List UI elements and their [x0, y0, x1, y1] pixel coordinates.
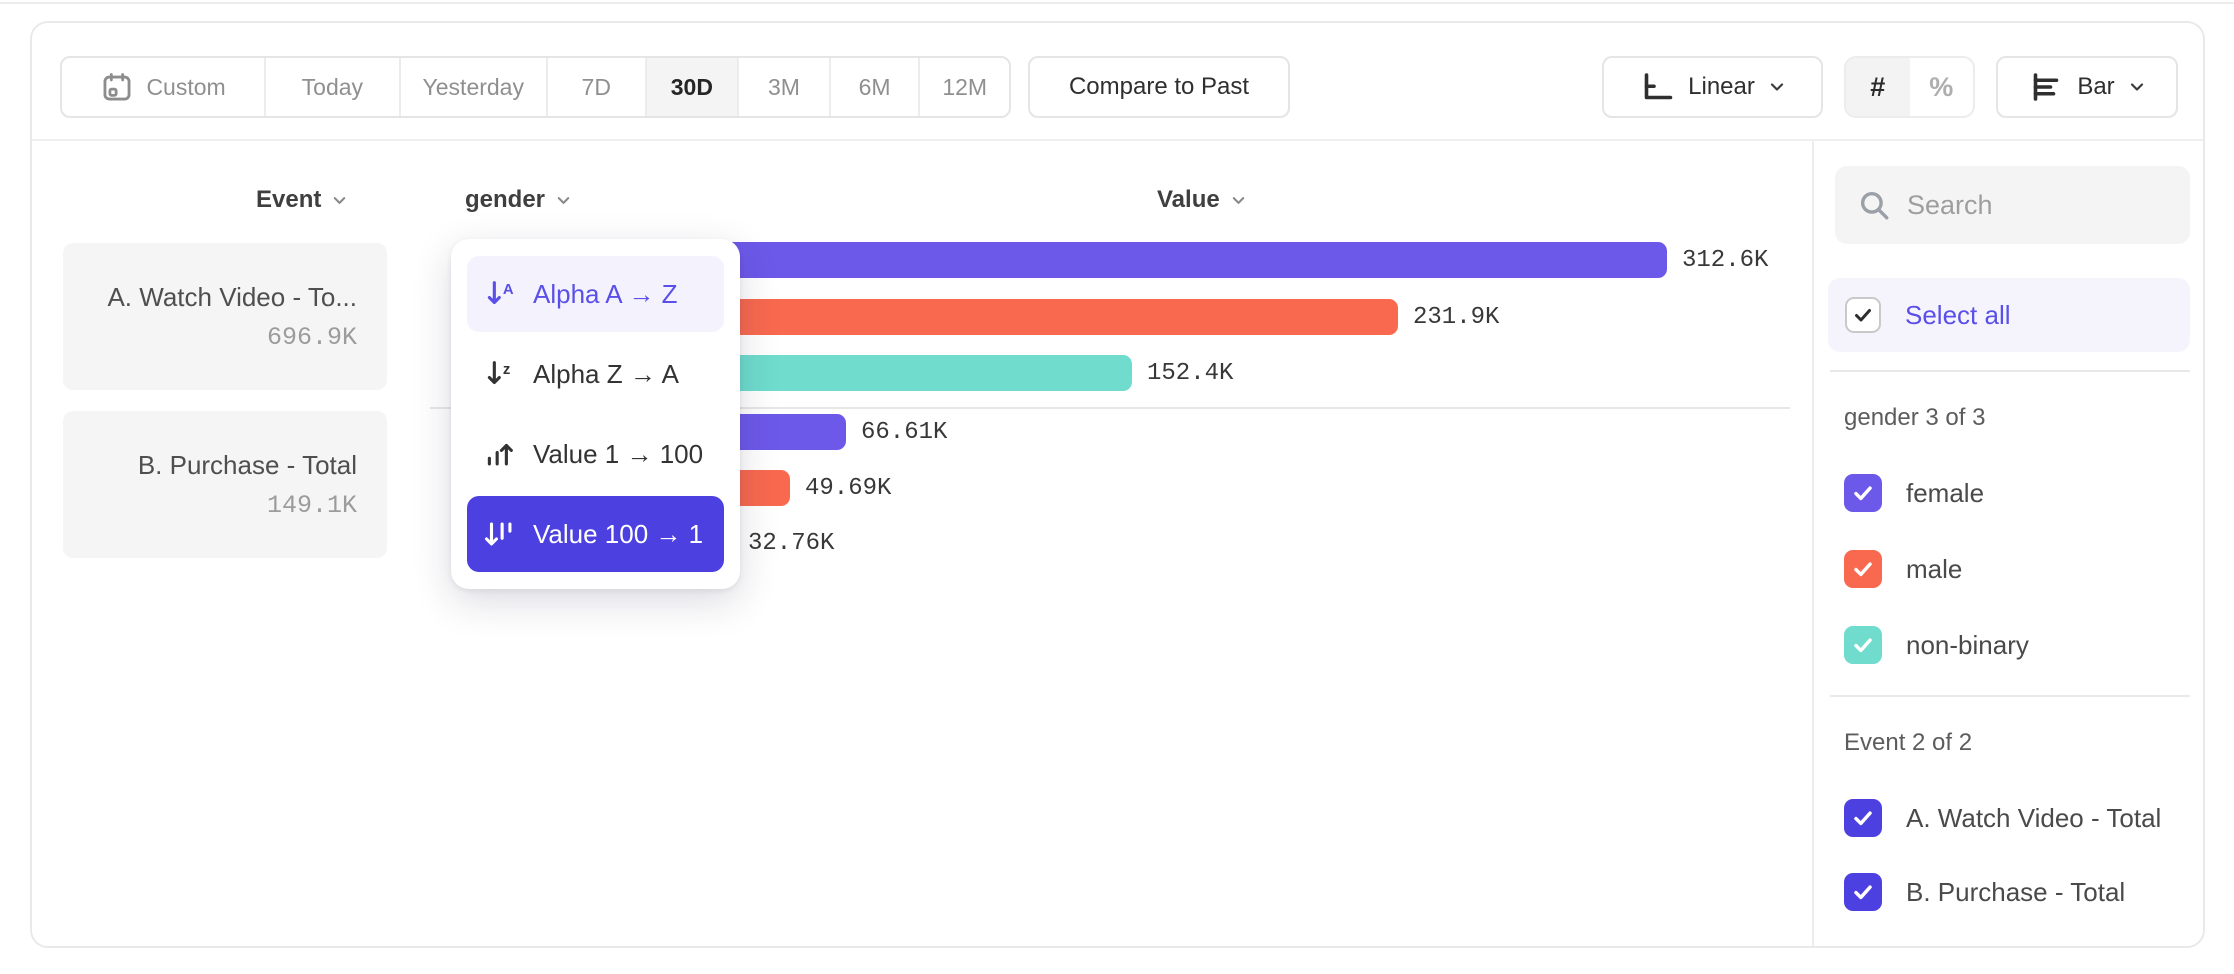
bar-value-label: 66.61K [861, 418, 948, 446]
sort-option-label: Alpha A → Z [533, 278, 678, 309]
sort-dropdown-menu: A Alpha A → Z z Alpha Z → A Value 1 → 10… [451, 239, 740, 589]
sort-alpha-asc-icon: A [481, 275, 519, 313]
absolute-number-toggle[interactable]: # [1846, 58, 1910, 116]
sort-option-label: Value 1 → 100 [533, 438, 704, 469]
bar-value-label: 231.9K [1413, 303, 1500, 331]
sidebar-divider [1812, 141, 1814, 946]
bar-value-label: 152.4K [1147, 359, 1234, 387]
event-total: 149.1K [266, 490, 357, 520]
bar-value-label: 32.76K [748, 529, 835, 557]
filter-option-female[interactable]: female [1844, 474, 1984, 512]
chevron-down-icon [1768, 78, 1786, 96]
svg-text:z: z [503, 362, 510, 378]
compare-to-past-button[interactable]: Compare to Past [1028, 56, 1290, 118]
date-range-3m[interactable]: 3M [739, 58, 831, 116]
sort-option-alpha-asc[interactable]: A Alpha A → Z [467, 256, 724, 332]
date-range-custom[interactable]: Custom [62, 58, 267, 116]
select-all-label: Select all [1905, 299, 2011, 330]
sort-value-asc-icon [481, 435, 519, 473]
filter-option-non-binary[interactable]: non-binary [1844, 626, 2029, 664]
date-range-group: Custom Today Yesterday 7D 30D 3M 6M 12M [60, 56, 1011, 118]
sort-alpha-desc-icon: z [481, 355, 519, 393]
date-range-30d[interactable]: 30D [646, 58, 740, 116]
event-total: 696.9K [266, 322, 357, 352]
sort-option-value-asc[interactable]: Value 1 → 100 [467, 416, 724, 492]
option-label: non-binary [1906, 629, 2029, 660]
svg-text:A: A [503, 282, 514, 298]
chevron-down-icon [557, 196, 570, 204]
chart-type-dropdown-button[interactable]: Bar [1996, 56, 2178, 118]
search-icon [1857, 188, 1891, 222]
group-divider [430, 407, 1790, 409]
event-section-header: Event 2 of 2 [1844, 729, 1973, 756]
chevron-down-icon [334, 196, 346, 204]
option-label: male [1906, 553, 1963, 584]
value-column-header[interactable]: Value [1157, 186, 1247, 214]
toolbar-divider [32, 139, 2203, 141]
select-all-row[interactable]: Select all [1828, 278, 2190, 352]
chevron-down-icon [2128, 78, 2146, 96]
bar-value-label: 312.6K [1682, 246, 1769, 274]
male-checkbox[interactable] [1844, 550, 1882, 588]
bar-row: 231.9K [624, 299, 1499, 335]
filter-option-watch-video[interactable]: A. Watch Video - Total [1844, 799, 2161, 837]
top-divider [0, 2, 2234, 4]
sidebar-section-divider [1830, 695, 2190, 697]
sort-option-alpha-desc[interactable]: z Alpha Z → A [467, 336, 724, 412]
date-range-label: Custom [146, 73, 226, 100]
sidebar-search [1835, 166, 2190, 244]
bar-row: 312.6K [624, 242, 1768, 278]
select-all-checkbox[interactable] [1845, 297, 1881, 333]
breakdown-column-header[interactable]: gender [465, 186, 572, 214]
bar-chart-icon [2028, 69, 2064, 105]
filter-option-male[interactable]: male [1844, 550, 1962, 588]
scale-dropdown-button[interactable]: Linear [1602, 56, 1823, 118]
date-range-6m[interactable]: 6M [831, 58, 921, 116]
calendar-icon [100, 70, 134, 104]
sort-option-label: Alpha Z → A [533, 358, 679, 389]
option-label: female [1906, 477, 1985, 508]
bar-value-label: 49.69K [805, 474, 892, 502]
female-checkbox[interactable] [1844, 474, 1882, 512]
sort-option-value-desc[interactable]: Value 100 → 1 [467, 496, 724, 572]
scale-label: Linear [1688, 73, 1755, 100]
sort-option-label: Value 100 → 1 [533, 518, 704, 549]
event-name: B. Purchase - Total [137, 449, 357, 480]
watch-video-checkbox[interactable] [1844, 799, 1882, 837]
gender-section-header: gender 3 of 3 [1844, 404, 1986, 431]
percent-toggle[interactable]: % [1910, 58, 1974, 116]
date-range-today[interactable]: Today [266, 58, 401, 116]
sort-value-desc-icon [481, 515, 519, 553]
sidebar-section-divider [1830, 370, 2190, 372]
bar-watch-video-male[interactable] [624, 299, 1398, 335]
purchase-checkbox[interactable] [1844, 873, 1882, 911]
chart-type-label: Bar [2077, 73, 2115, 100]
event-card-purchase[interactable]: B. Purchase - Total 149.1K [63, 411, 387, 558]
value-format-toggle: # % [1844, 56, 1975, 118]
search-input[interactable] [1907, 189, 2147, 221]
filter-option-purchase[interactable]: B. Purchase - Total [1844, 873, 2125, 911]
event-card-watch-video[interactable]: A. Watch Video - To... 696.9K [63, 243, 387, 390]
axis-scale-icon [1639, 69, 1675, 105]
non-binary-checkbox[interactable] [1844, 626, 1882, 664]
chevron-down-icon [1232, 196, 1244, 204]
date-range-yesterday[interactable]: Yesterday [401, 58, 548, 116]
event-column-header[interactable]: Event [256, 186, 348, 214]
date-range-7d[interactable]: 7D [548, 58, 647, 116]
bar-watch-video-female[interactable] [624, 242, 1667, 278]
date-range-12m[interactable]: 12M [920, 58, 1009, 116]
event-name: A. Watch Video - To... [107, 281, 357, 312]
option-label: B. Purchase - Total [1906, 876, 2126, 907]
option-label: A. Watch Video - Total [1906, 802, 2162, 833]
